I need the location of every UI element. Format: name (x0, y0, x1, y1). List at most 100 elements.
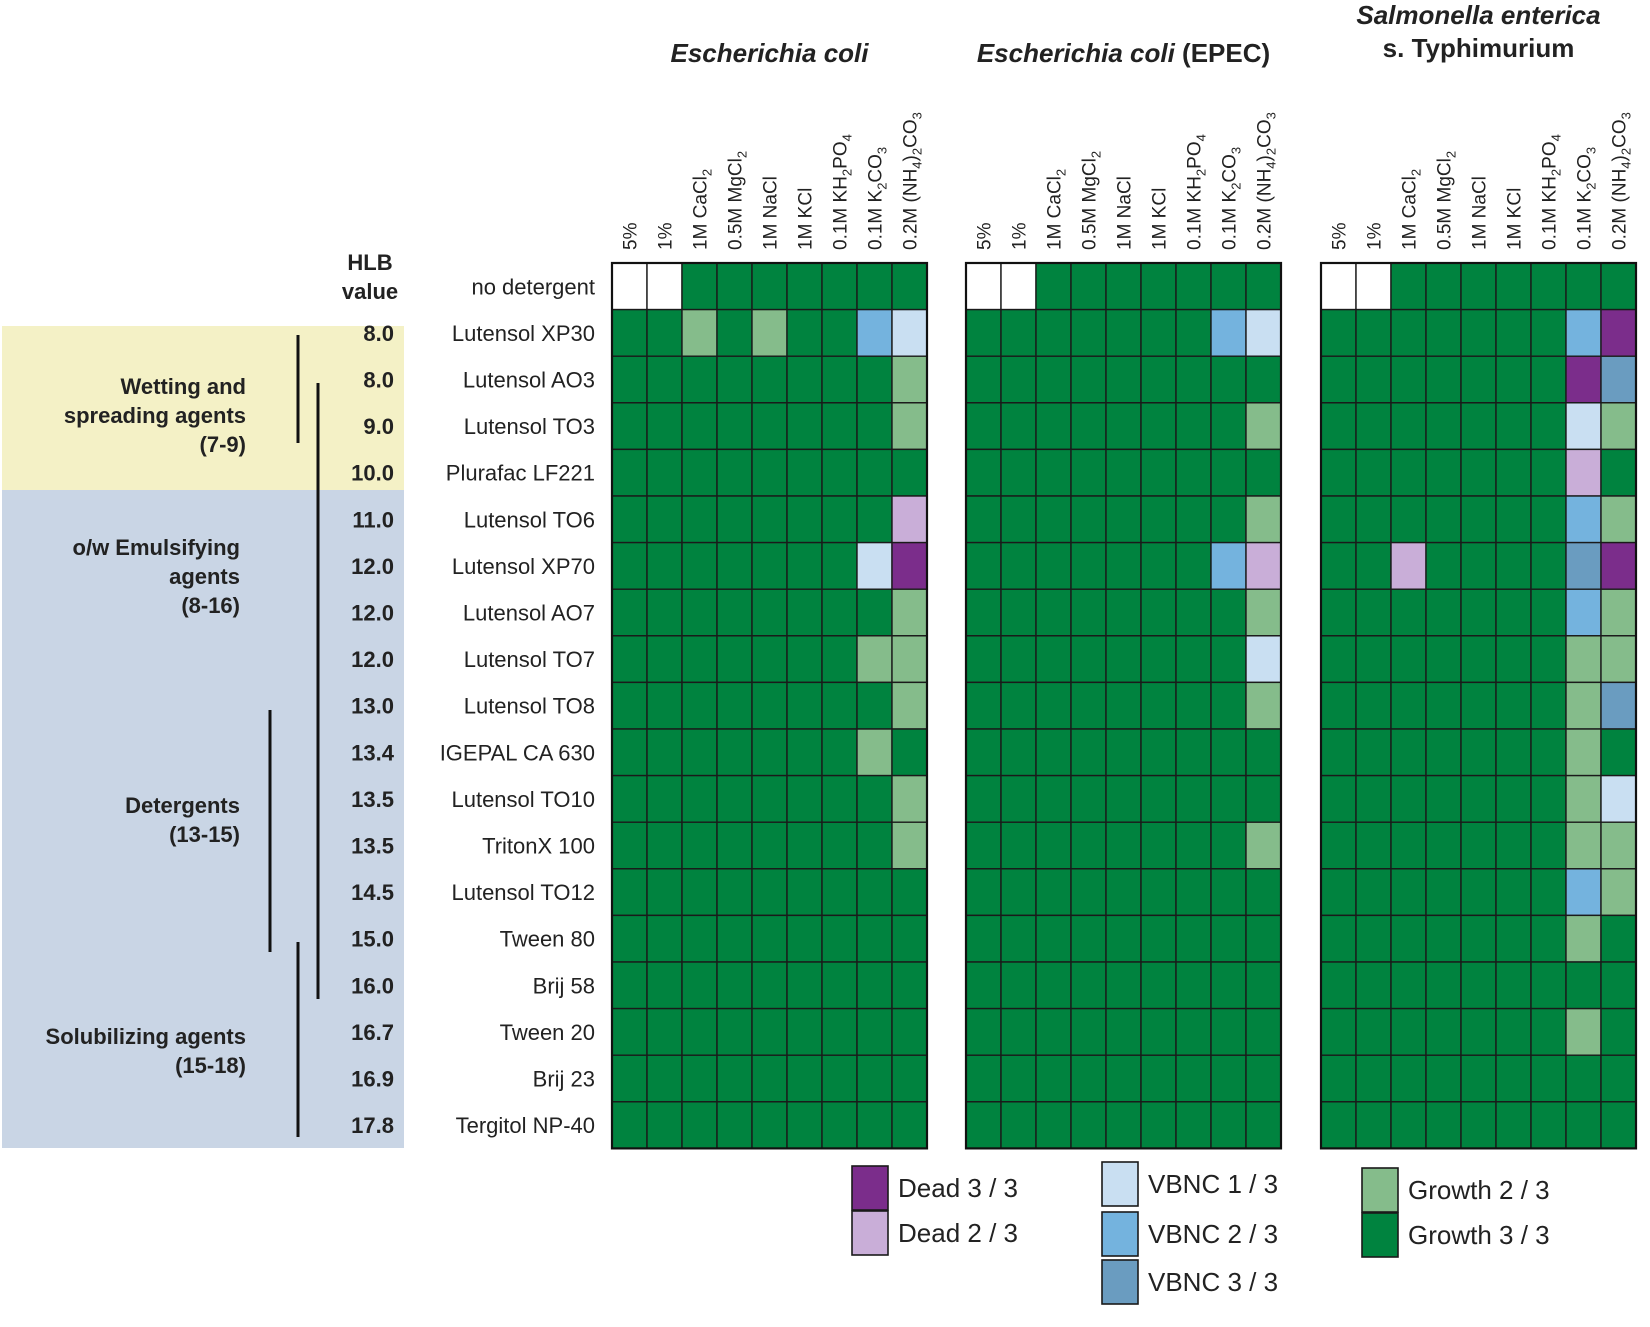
heatmap-cell (1355, 448, 1392, 497)
heatmap-cell (1390, 495, 1427, 544)
column-label: 0.5M MgCl2 (1435, 151, 1459, 250)
heatmap-cell (1320, 635, 1357, 684)
heatmap-cell (716, 914, 753, 963)
heatmap-cell (751, 308, 788, 357)
heatmap-cell (1210, 402, 1247, 451)
hlb-value: 10.0 (351, 461, 394, 486)
heatmap-cell (1245, 448, 1282, 497)
heatmap-cell (716, 1054, 753, 1103)
heatmap-cell (1390, 355, 1427, 404)
heatmap-cell (1565, 868, 1602, 917)
heatmap-cell (1140, 681, 1177, 730)
heatmap-cell (965, 262, 1002, 311)
heatmap-cell (681, 402, 718, 451)
heatmap-cell (1355, 774, 1392, 823)
heatmap-cell (1000, 495, 1037, 544)
row-label: Lutensol TO12 (451, 880, 595, 905)
heatmap-cell (1070, 541, 1107, 590)
heatmap-cell (786, 1054, 823, 1103)
heatmap-cell (856, 402, 893, 451)
heatmap-cell (1565, 821, 1602, 870)
heatmap-cell (1425, 355, 1462, 404)
heatmap-cell (1320, 1007, 1357, 1056)
heatmap-cell (1425, 1054, 1462, 1103)
heatmap-cell (681, 588, 718, 637)
heatmap-cell (1565, 262, 1602, 311)
heatmap-cell (891, 495, 928, 544)
heatmap-cell (1530, 961, 1567, 1010)
heatmap-cell (1140, 1101, 1177, 1150)
heatmap-cell (1175, 774, 1212, 823)
column-label: 1% (656, 222, 677, 250)
heatmap-cell (1495, 681, 1532, 730)
heatmap-cell (965, 1007, 1002, 1056)
heatmap-cell (1565, 961, 1602, 1010)
heatmap-cell (1530, 355, 1567, 404)
heatmap-cell (1425, 1101, 1462, 1150)
heatmap-cell (1390, 914, 1427, 963)
heatmap-cell (1245, 541, 1282, 590)
heatmap-cell (1495, 402, 1532, 451)
column-label: 0.5M MgCl2 (1080, 151, 1104, 250)
heatmap-cell (1210, 821, 1247, 870)
heatmap-cell (1245, 681, 1282, 730)
heatmap-cell (856, 914, 893, 963)
heatmap-cell (1495, 961, 1532, 1010)
heatmap-cell (681, 1007, 718, 1056)
heatmap-cell (1000, 402, 1037, 451)
heatmap-cell (786, 541, 823, 590)
heatmap-cell (1035, 681, 1072, 730)
heatmap-cell (1105, 355, 1142, 404)
heatmap-cell (1320, 774, 1357, 823)
heatmap-cell (965, 1101, 1002, 1150)
heatmap-cell (1530, 821, 1567, 870)
heatmap-cell (1355, 681, 1392, 730)
heatmap-cell (1140, 448, 1177, 497)
heatmap-cell (891, 774, 928, 823)
heatmap-cell (1035, 448, 1072, 497)
heatmap-cell (1530, 1054, 1567, 1103)
legend-label: VBNC 1 / 3 (1148, 1169, 1278, 1199)
heatmap-cell (1035, 308, 1072, 357)
heatmap-cell (1425, 495, 1462, 544)
heatmap-cell (1140, 588, 1177, 637)
row-label: Lutensol TO10 (451, 787, 595, 812)
heatmap-cell (965, 495, 1002, 544)
row-label: Lutensol TO7 (464, 647, 595, 672)
heatmap-cell (1105, 588, 1142, 637)
heatmap-cell (646, 774, 683, 823)
heatmap-cell (1140, 774, 1177, 823)
heatmap-cell (1320, 914, 1357, 963)
heatmap-cell (856, 495, 893, 544)
heatmap-cell (751, 961, 788, 1010)
column-label: 1% (1365, 222, 1386, 250)
heatmap-cell (856, 588, 893, 637)
heatmap-cell (1530, 635, 1567, 684)
heatmap-cell (1035, 402, 1072, 451)
heatmap-cell (856, 961, 893, 1010)
heatmap-cell (786, 308, 823, 357)
heatmap-cell (1105, 1007, 1142, 1056)
panel-title: Escherichia coli (EPEC) (977, 38, 1270, 68)
hlb-value: 16.7 (351, 1020, 394, 1045)
heatmap-cell (821, 402, 858, 451)
row-label: Brij 23 (533, 1067, 595, 1092)
column-label: 5% (975, 222, 996, 250)
heatmap-cell (821, 1007, 858, 1056)
heatmap-cell (1175, 681, 1212, 730)
heatmap-cell (1600, 868, 1637, 917)
heatmap-cell (1460, 774, 1497, 823)
heatmap-cell (716, 1007, 753, 1056)
panel-border (610, 261, 929, 1150)
heatmap-cell (1000, 541, 1037, 590)
heatmap-cell (1355, 728, 1392, 777)
heatmap-cell (646, 914, 683, 963)
heatmap-cell (1035, 1007, 1072, 1056)
heatmap-cell (1140, 914, 1177, 963)
hlb-header: HLB (347, 250, 392, 275)
heatmap-cell (1565, 308, 1602, 357)
heatmap-cell (1355, 588, 1392, 637)
heatmap-cell (821, 588, 858, 637)
heatmap-cell (1495, 495, 1532, 544)
heatmap-cell (751, 541, 788, 590)
